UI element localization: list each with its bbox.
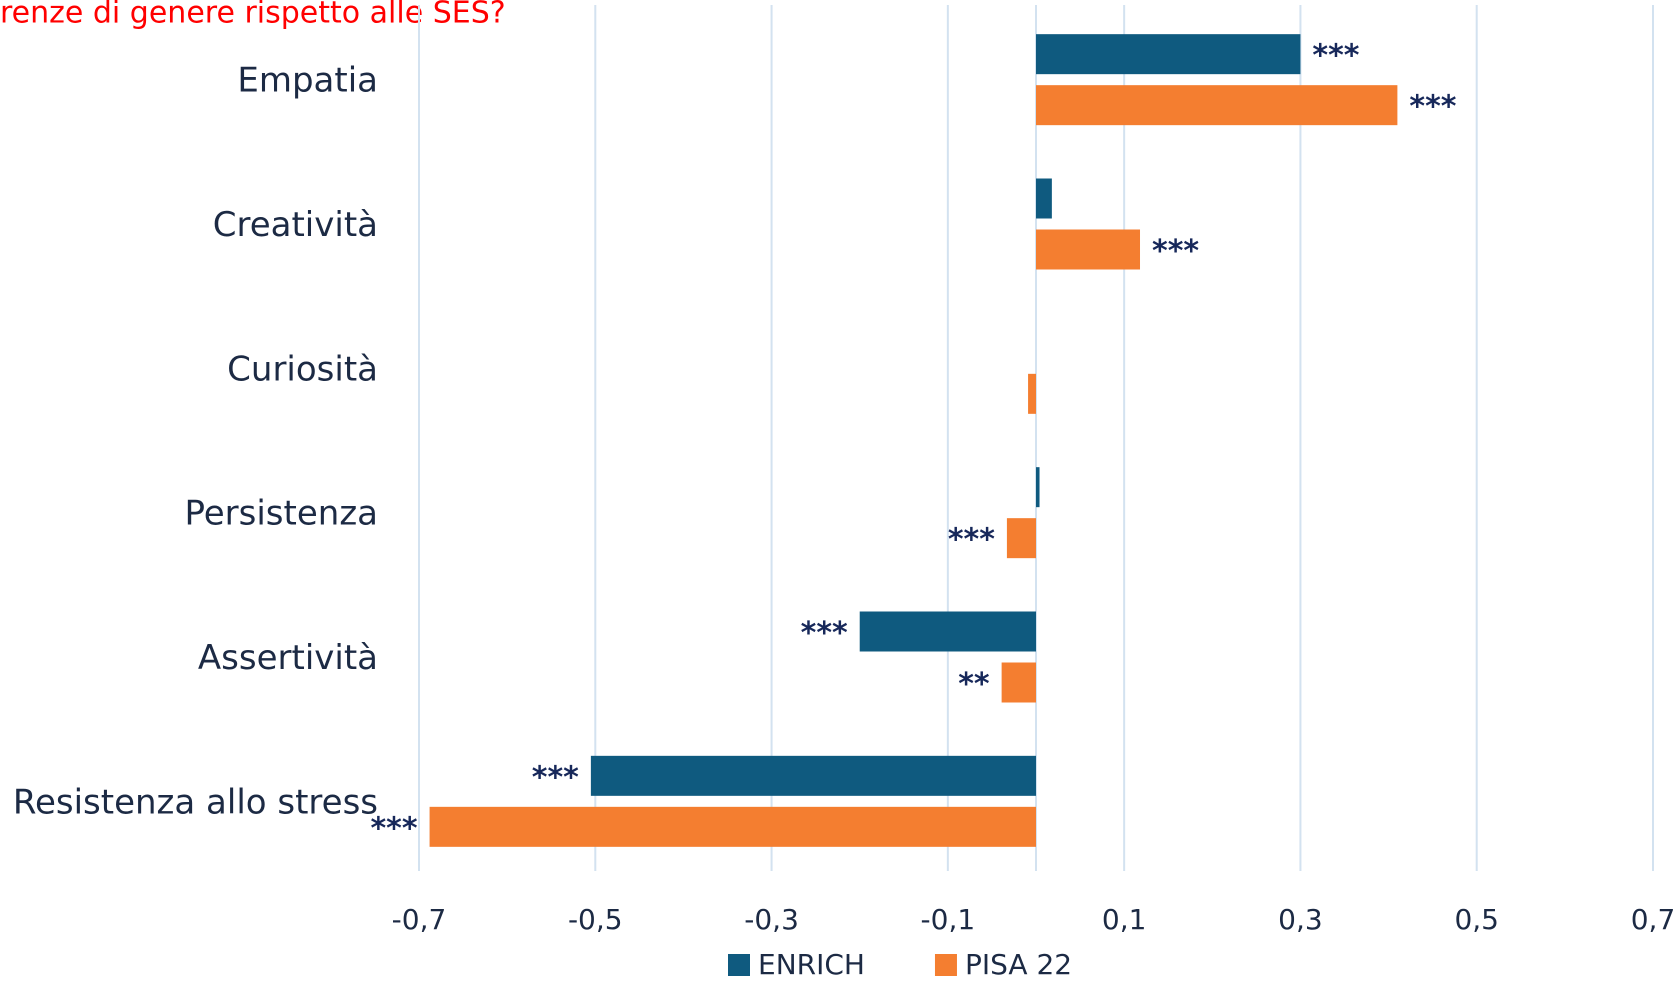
bar xyxy=(1036,85,1398,126)
x-tick-label: 0,7 xyxy=(1631,903,1676,936)
x-tick-label: 0,3 xyxy=(1278,903,1323,936)
category-label: Persistenza xyxy=(184,494,378,534)
significance-label: *** xyxy=(1409,90,1456,125)
legend-swatch xyxy=(934,954,957,976)
bar xyxy=(590,755,1036,796)
bar xyxy=(1036,34,1301,75)
bar xyxy=(1028,373,1036,414)
significance-label: *** xyxy=(801,616,848,651)
x-tick-label: -0,5 xyxy=(568,903,623,936)
bar xyxy=(859,611,1036,652)
significance-label: *** xyxy=(1312,39,1359,74)
x-tick-label: -0,3 xyxy=(744,903,799,936)
legend-label: ENRICH xyxy=(758,948,865,981)
bar xyxy=(1036,467,1040,508)
bar xyxy=(1006,518,1036,559)
category-label: Resistenza allo stress xyxy=(13,782,378,822)
category-label: Assertività xyxy=(198,638,378,678)
x-tick-label: -0,1 xyxy=(921,903,976,936)
bar xyxy=(1036,178,1052,219)
category-label: Creatività xyxy=(213,205,378,245)
significance-label: *** xyxy=(948,523,995,558)
bar xyxy=(1001,662,1036,703)
bar xyxy=(1036,229,1141,270)
x-tick-label: -0,7 xyxy=(392,903,447,936)
x-tick-label: 0,1 xyxy=(1102,903,1147,936)
x-tick-label: 0,5 xyxy=(1454,903,1499,936)
significance-label: *** xyxy=(532,760,579,795)
legend-label: PISA 22 xyxy=(965,948,1072,981)
significance-label: ** xyxy=(958,667,990,702)
legend-swatch xyxy=(728,954,750,976)
significance-label: *** xyxy=(1152,234,1199,269)
category-label: Empatia xyxy=(237,61,378,101)
significance-label: *** xyxy=(370,811,417,846)
category-label: Curiosità xyxy=(227,349,378,389)
chart-title: renze di genere rispetto alle SES? xyxy=(0,0,506,31)
bar xyxy=(429,806,1036,847)
